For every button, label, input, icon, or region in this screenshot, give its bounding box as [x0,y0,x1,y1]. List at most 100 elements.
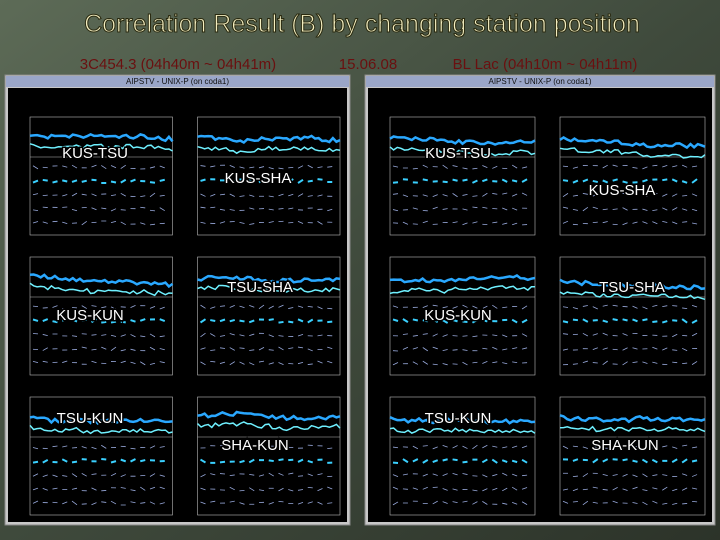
baseline-label: TSU-SHA [599,279,665,296]
phase-point [442,349,448,352]
phase-point [200,487,206,491]
phase-point [149,445,156,449]
phase-point [672,361,678,364]
phase-point [62,194,68,197]
phase-point [482,319,488,323]
phase-point [472,221,478,224]
phase-point [662,347,668,351]
phase-point [130,334,136,338]
phase-point [392,474,399,477]
phase-point [492,334,498,337]
phase-point [32,447,39,450]
phase-point [562,333,569,335]
phase-point [511,318,518,324]
phase-point [52,320,58,324]
phase-point [239,361,245,365]
phase-point [402,346,409,350]
phase-point [572,363,578,365]
phase-point [642,306,648,310]
phase-point [652,209,658,212]
phase-point [652,445,658,449]
phase-point [149,346,156,351]
phase-point [682,362,688,365]
phase-point [582,473,589,478]
phase-point [278,335,284,337]
amplitude-trace [197,134,341,145]
phase-point [422,459,429,464]
phase-point [662,305,668,308]
phase-point [632,486,638,490]
phase-point [159,486,165,490]
phase-point [42,488,48,491]
phase-point [652,361,658,364]
phase-point [672,488,678,492]
phase-point [42,474,48,478]
phase-point [521,178,528,183]
phase-point [71,209,78,212]
phase-point [249,487,255,492]
phase-point [392,193,399,195]
phase-point [681,318,688,324]
phase-point [307,348,313,352]
amplitude-trace [559,278,706,291]
phase-point [562,193,569,197]
phase-point [652,304,658,307]
phase-point [258,360,265,363]
phase-point [392,165,399,168]
phase-point [682,444,688,447]
phase-point [149,473,156,477]
phase-point [502,502,508,505]
panel-box [197,396,341,516]
phase-point [511,486,518,491]
phase-point [91,334,97,336]
phase-point [652,487,658,490]
phase-point [582,332,589,337]
phase-point [412,207,418,210]
phase-point [422,220,428,224]
phase-point [612,194,618,197]
phase-point [432,500,438,505]
window-title: AIPSTV - UNIX-P (on coda1) [126,77,229,86]
amplitude-trace [196,421,341,432]
phase-point [248,319,255,324]
phase-point [249,333,255,336]
phase-point [402,318,409,323]
phase-point [288,489,294,492]
phase-point [32,460,39,464]
phase-point [642,208,648,211]
phase-point [210,360,216,363]
phase-point [422,194,428,197]
phase-point [642,473,648,478]
phase-point [210,306,216,309]
phase-point [422,360,429,365]
phase-point [258,474,265,477]
phase-point [632,221,638,224]
phase-point [392,362,399,366]
phase-point [582,207,589,212]
phase-point [42,459,49,464]
phase-point [521,305,528,310]
phase-point [219,347,226,349]
phase-point [662,474,668,476]
phase-point [52,305,58,308]
phase-point [582,318,589,323]
phase-point [71,318,78,323]
phase-point [422,164,428,168]
phase-point [149,486,156,490]
phase-point [199,458,207,464]
phase-point [42,347,48,351]
amplitude-trace [389,146,536,157]
phase-point [442,458,448,462]
phase-point [239,334,245,337]
phase-point [622,180,628,184]
phase-point [327,486,333,490]
phase-point [422,333,428,335]
phase-point [139,318,146,322]
phase-point [512,445,518,448]
phase-point [288,307,294,309]
phase-point [582,500,589,506]
phase-point [502,306,508,309]
baseline-label: KUS-SHA [225,170,292,187]
phase-point [229,486,235,491]
phase-point [32,360,39,364]
